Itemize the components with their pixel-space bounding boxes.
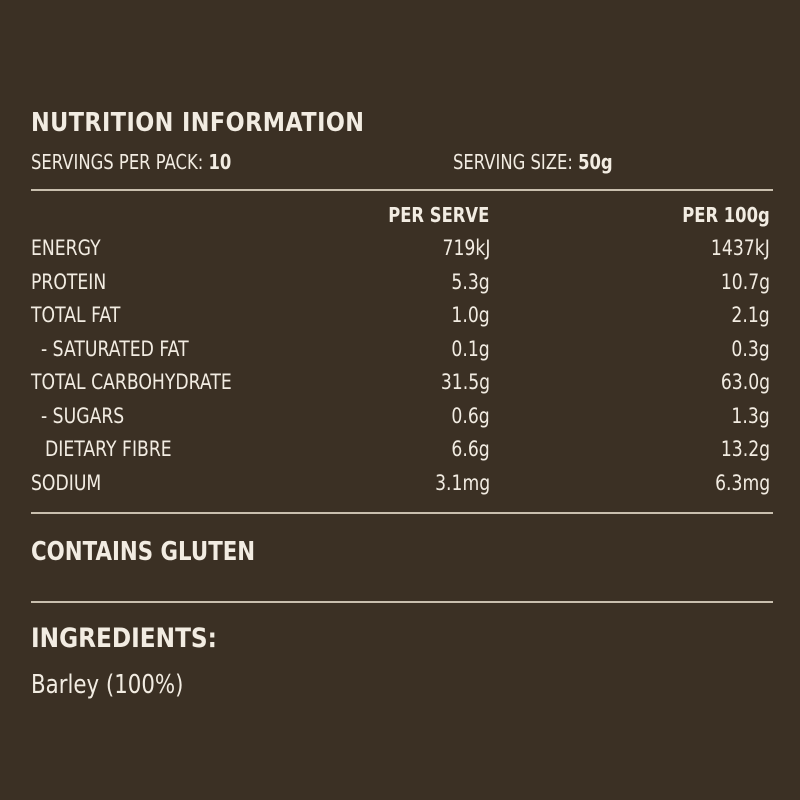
row-per-serve: 6.6g <box>451 437 490 461</box>
serving-size: SERVING SIZE: 50g <box>453 150 613 174</box>
row-label: TOTAL CARBOHYDRATE <box>31 370 232 394</box>
row-per-100g: 0.3g <box>731 336 770 361</box>
row-label: - SATURATED FAT <box>41 336 189 361</box>
serving-size-value: 50g <box>578 150 613 174</box>
table-row: TOTAL CARBOHYDRATE 31.5g 63.0g <box>31 366 770 400</box>
servings-per-pack: SERVINGS PER PACK: 10 <box>31 150 231 174</box>
row-per-serve: 0.1g <box>451 336 490 361</box>
servings-per-pack-label: SERVINGS PER PACK: <box>31 150 204 174</box>
row-per-serve: 1.0g <box>451 303 490 327</box>
nutrition-title: NUTRITION INFORMATION <box>31 108 365 138</box>
ingredients-text: Barley (100%) <box>31 670 184 700</box>
row-label: PROTEIN <box>31 269 107 294</box>
table-row: - SATURATED FAT 0.1g 0.3g <box>31 333 770 367</box>
table-row: DIETARY FIBRE 6.6g 13.2g <box>31 433 770 467</box>
row-per-100g: 13.2g <box>720 437 770 461</box>
column-header-per-100g: PER 100g <box>682 203 770 227</box>
row-per-serve: 5.3g <box>451 269 490 294</box>
row-label: ENERGY <box>31 236 101 260</box>
row-label: SODIUM <box>31 470 102 495</box>
row-per-100g: 6.3mg <box>714 470 770 495</box>
column-header-per-serve: PER SERVE <box>387 203 489 227</box>
table-row: PROTEIN 5.3g 10.7g <box>31 266 770 300</box>
row-label: - SUGARS <box>41 403 125 428</box>
serving-size-label: SERVING SIZE: <box>453 150 573 174</box>
row-label: TOTAL FAT <box>31 303 121 327</box>
row-per-serve: 31.5g <box>440 370 490 394</box>
row-per-100g: 2.1g <box>731 303 770 327</box>
row-per-serve: 3.1mg <box>434 470 490 495</box>
row-per-100g: 63.0g <box>720 370 770 394</box>
table-row: - SUGARS 0.6g 1.3g <box>31 400 770 434</box>
row-per-serve: 719kJ <box>442 236 490 260</box>
row-per-100g: 10.7g <box>720 269 770 294</box>
divider-top <box>31 189 773 191</box>
row-per-100g: 1437kJ <box>711 236 770 260</box>
servings-per-pack-value: 10 <box>208 150 232 174</box>
divider-middle <box>31 512 773 514</box>
allergen-statement: CONTAINS GLUTEN <box>31 537 256 567</box>
row-per-100g: 1.3g <box>731 403 770 428</box>
table-row: ENERGY 719kJ 1437kJ <box>31 232 770 266</box>
row-per-serve: 0.6g <box>451 403 490 428</box>
divider-bottom <box>31 601 773 603</box>
row-label: DIETARY FIBRE <box>45 437 172 461</box>
ingredients-title: INGREDIENTS: <box>31 623 217 654</box>
table-row: TOTAL FAT 1.0g 2.1g <box>31 299 770 333</box>
nutrition-rows: ENERGY 719kJ 1437kJ PROTEIN 5.3g 10.7g T… <box>31 232 770 500</box>
table-row: SODIUM 3.1mg 6.3mg <box>31 467 770 501</box>
